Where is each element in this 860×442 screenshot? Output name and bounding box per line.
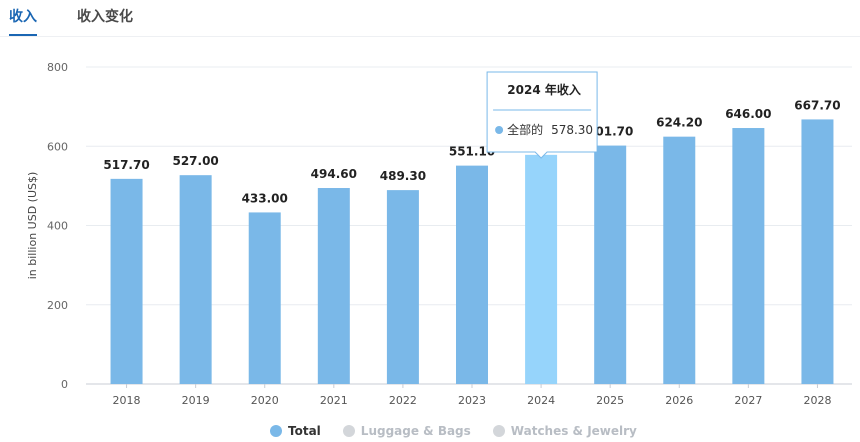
legend-total-label: Total <box>288 424 321 438</box>
bar-2025[interactable] <box>594 145 627 384</box>
x-tick-label: 2019 <box>182 394 210 407</box>
tab-bar: 收入 收入变化 <box>0 0 860 37</box>
data-label: 433.00 <box>242 191 288 205</box>
active-tab-indicator <box>9 34 37 36</box>
tooltip-box <box>486 71 598 159</box>
data-label: 601.70 <box>587 125 633 139</box>
bar-2023[interactable] <box>456 165 488 384</box>
data-label: 551.10 <box>449 145 495 159</box>
legend-total-dot <box>270 425 282 437</box>
x-tick-label: 2024 <box>527 394 555 407</box>
data-label: 517.70 <box>103 158 149 172</box>
legend-luggage-label: Luggage & Bags <box>360 424 471 438</box>
x-tick-label: 2022 <box>389 394 417 407</box>
data-label: 489.30 <box>380 169 426 183</box>
x-tick-label: 2028 <box>803 394 831 407</box>
tab-divider <box>0 36 860 37</box>
y-tick-label: 0 <box>61 378 68 391</box>
tab-revenue-change[interactable]: 收入变化 <box>77 9 133 25</box>
y-tick-label: 200 <box>47 299 68 312</box>
legend-watches-label: Watches & Jewelry <box>510 424 637 438</box>
x-tick-label: 2027 <box>734 394 762 407</box>
legend-item-watches-jewelry[interactable]: Watches & Jewelry <box>492 424 637 438</box>
chart-legend: Total Luggage & Bags Watches & Jewelry <box>270 424 637 438</box>
data-label: 667.70 <box>794 98 840 112</box>
x-tick-label: 2021 <box>320 394 348 407</box>
y-tick-label: 800 <box>47 61 68 74</box>
legend-item-luggage-bags[interactable]: Luggage & Bags <box>342 424 471 438</box>
data-label: 646.00 <box>725 107 771 121</box>
y-axis-title: in billion USD (US$) <box>26 172 39 280</box>
x-tick-label: 2025 <box>596 394 624 407</box>
y-tick-label: 600 <box>47 140 68 153</box>
bar-2028[interactable] <box>801 119 834 384</box>
tooltip-series-label: 全部的 <box>507 122 543 137</box>
legend-watches-dot <box>492 425 505 437</box>
y-tick-label: 400 <box>47 220 68 233</box>
bar-2019[interactable] <box>179 175 212 384</box>
legend-luggage-dot <box>342 425 355 437</box>
tab-revenue[interactable]: 收入 <box>9 9 37 25</box>
legend-item-total[interactable]: Total <box>270 424 321 438</box>
x-tick-label: 2018 <box>113 394 141 407</box>
tooltip-value: 578.30 <box>551 123 593 137</box>
data-label: 527.00 <box>172 154 218 168</box>
x-tick-label: 2020 <box>251 394 279 407</box>
bar-2020[interactable] <box>248 212 281 384</box>
x-tick-label: 2026 <box>665 394 693 407</box>
data-label: 624.20 <box>656 116 702 130</box>
bar-2024[interactable] <box>525 154 558 384</box>
tooltip-series-dot <box>495 126 504 134</box>
data-label: 494.60 <box>311 167 357 181</box>
bar-2027[interactable] <box>732 128 765 384</box>
revenue-bar-chart: 0 200 400 600 800 in billion USD (US$) 2018 517… <box>26 61 852 407</box>
bar-2022[interactable] <box>386 190 419 384</box>
x-tick-label: 2023 <box>458 394 486 407</box>
bar-2021[interactable] <box>317 188 350 384</box>
bar-2018[interactable] <box>110 178 143 384</box>
tooltip-title: 2024 年收入 <box>507 82 581 97</box>
bar-2026[interactable] <box>663 136 696 384</box>
